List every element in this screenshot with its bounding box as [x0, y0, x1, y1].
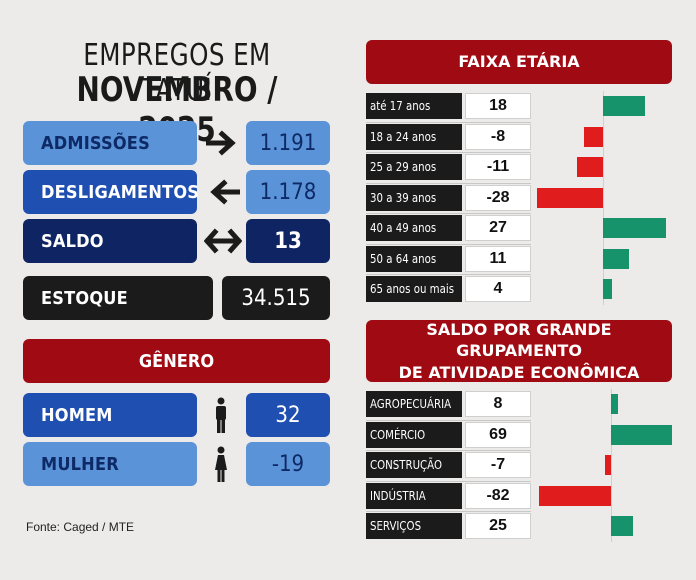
category-label: 40 a 49 anos	[366, 215, 462, 241]
chart-zero-axis	[611, 389, 612, 542]
category-label: até 17 anos	[366, 93, 462, 119]
bar	[611, 394, 619, 414]
homem-value: 32	[246, 393, 330, 437]
desligamentos-value: 1.178	[246, 170, 330, 214]
mulher-value: -19	[246, 442, 330, 486]
row-separator	[366, 182, 531, 184]
saldo-label: SALDO	[23, 219, 197, 263]
page-title: EMPREGOS EM TATUÍ	[83, 38, 271, 108]
row-separator	[366, 274, 531, 275]
row-separator	[366, 121, 531, 123]
homem-label: HOMEM	[23, 393, 197, 437]
desligamentos-label: DESLIGAMENTOS	[23, 170, 199, 214]
arrow-right-icon	[206, 130, 236, 156]
bar	[604, 455, 611, 475]
admissoes-label: ADMISSÕES	[23, 121, 197, 165]
faixa-etaria-title: FAIXA ETÁRIA	[366, 40, 672, 84]
row-separator	[366, 243, 531, 245]
row-separator	[366, 152, 531, 153]
category-label: 18 a 24 anos	[366, 123, 462, 150]
bar	[603, 248, 629, 269]
saldo-value: 13	[246, 219, 330, 263]
row-separator	[366, 450, 531, 451]
category-label: 65 anos ou mais	[366, 276, 462, 302]
category-label: 30 a 39 anos	[366, 184, 462, 211]
category-label: 25 a 29 anos	[366, 154, 462, 180]
row-separator	[366, 213, 531, 214]
bar	[577, 157, 603, 177]
category-label: COMÉRCIO	[366, 421, 462, 448]
man-icon	[216, 397, 226, 433]
chart-zero-axis	[603, 91, 604, 305]
bar	[603, 279, 613, 299]
data-label: -7	[465, 452, 531, 478]
data-label: 25	[465, 513, 531, 539]
data-label: -28	[465, 184, 531, 211]
bar	[603, 218, 667, 238]
data-label: 27	[465, 215, 531, 241]
category-label: SERVIÇOS	[366, 513, 462, 539]
data-label: -11	[465, 154, 531, 180]
data-label: -8	[465, 123, 531, 150]
bar	[611, 516, 633, 536]
bar	[611, 424, 672, 445]
row-separator	[366, 511, 531, 512]
bar	[538, 485, 611, 506]
atividade-title: SALDO POR GRANDE GRUPAMENTO DE ATIVIDADE…	[366, 320, 672, 382]
category-label: 50 a 64 anos	[366, 245, 462, 272]
arrow-left-icon	[210, 179, 240, 205]
row-separator	[366, 419, 531, 421]
category-label: CONSTRUÇÃO	[366, 452, 462, 478]
admissoes-value: 1.191	[246, 121, 330, 165]
mulher-label: MULHER	[23, 442, 197, 486]
arrow-left-right-icon	[204, 228, 242, 254]
source-note: Fonte: Caged / MTE	[26, 520, 135, 534]
estoque-label: ESTOQUE	[23, 276, 213, 320]
data-label: 11	[465, 245, 531, 272]
category-label: INDÚSTRIA	[366, 482, 462, 509]
bar	[603, 96, 646, 116]
data-label: 69	[465, 421, 531, 448]
data-label: 4	[465, 276, 531, 302]
bar	[537, 187, 603, 208]
data-label: -82	[465, 482, 531, 509]
atividade-title-line1: SALDO POR GRANDE GRUPAMENTO	[426, 319, 612, 361]
woman-icon	[215, 446, 227, 482]
atividade-title-line2: DE ATIVIDADE ECONÔMICA	[398, 362, 640, 382]
category-label: AGROPECUÁRIA	[366, 391, 462, 417]
bar	[584, 126, 603, 147]
data-label: 8	[465, 391, 531, 417]
row-separator	[366, 480, 531, 482]
data-label: 18	[465, 93, 531, 119]
estoque-value: 34.515	[222, 276, 330, 320]
genero-title: GÊNERO	[23, 339, 330, 383]
